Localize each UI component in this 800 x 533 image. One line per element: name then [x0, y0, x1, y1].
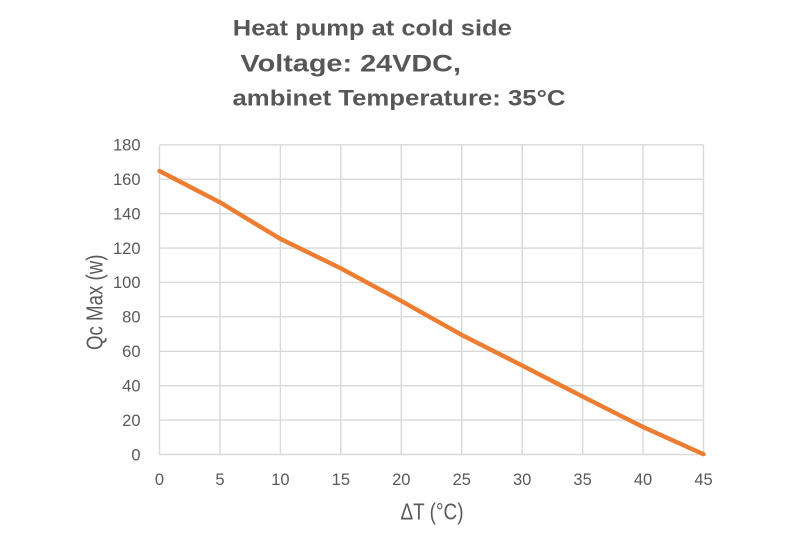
svg-text:120: 120	[113, 240, 141, 258]
svg-text:180: 180	[113, 137, 141, 155]
svg-text:60: 60	[122, 343, 140, 361]
svg-text:ambinet Temperature: 35°C: ambinet Temperature: 35°C	[233, 86, 566, 111]
svg-text:5: 5	[215, 471, 224, 489]
svg-text:160: 160	[113, 171, 141, 189]
svg-text:Voltage: 24VDC,: Voltage: 24VDC,	[241, 50, 462, 77]
svg-text:10: 10	[271, 471, 289, 489]
svg-text:140: 140	[113, 205, 141, 223]
svg-text:100: 100	[113, 274, 141, 292]
svg-text:Heat pump at cold side: Heat pump at cold side	[233, 15, 512, 40]
svg-text:15: 15	[332, 471, 350, 489]
svg-text:40: 40	[122, 378, 140, 396]
svg-text:20: 20	[122, 412, 140, 430]
svg-text:80: 80	[122, 309, 140, 327]
svg-text:40: 40	[634, 471, 652, 489]
svg-text:35: 35	[573, 471, 591, 489]
svg-text:0: 0	[155, 471, 164, 489]
svg-text:20: 20	[392, 471, 410, 489]
svg-text:45: 45	[694, 471, 712, 489]
svg-text:Qc Max (w): Qc Max (w)	[82, 255, 108, 351]
svg-text:0: 0	[131, 446, 140, 464]
svg-text:25: 25	[453, 471, 471, 489]
svg-text:30: 30	[513, 471, 531, 489]
svg-text:ΔT (°C): ΔT (°C)	[401, 499, 464, 525]
